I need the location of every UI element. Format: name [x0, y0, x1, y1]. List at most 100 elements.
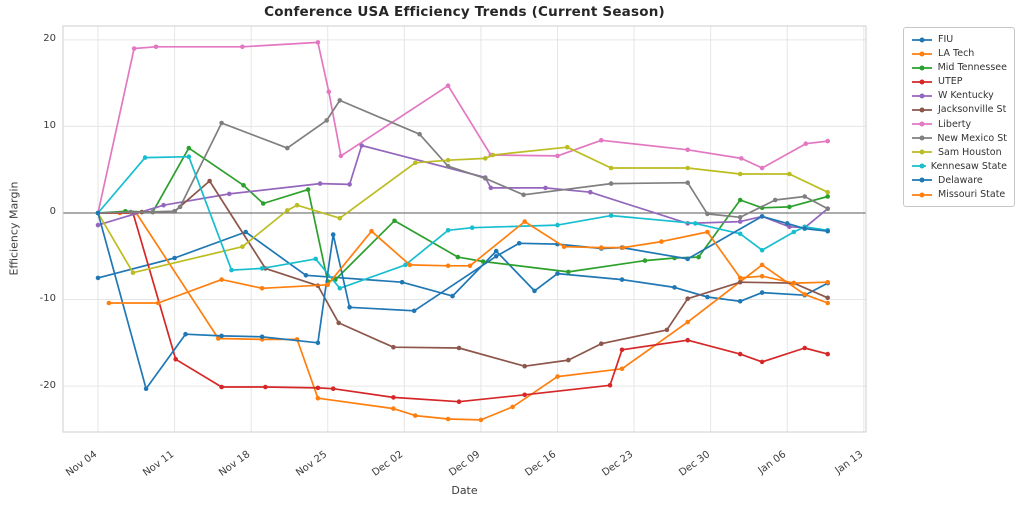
legend-item-delaware: Delaware — [911, 175, 1007, 186]
data-point — [469, 225, 475, 230]
data-point — [259, 334, 265, 340]
legend-label: Jacksonville St — [938, 104, 1007, 116]
data-point — [522, 219, 527, 224]
data-point — [455, 254, 461, 260]
data-point — [619, 277, 625, 282]
data-point — [784, 221, 790, 226]
y-tick-label: 20 — [43, 33, 56, 45]
data-point — [659, 239, 664, 244]
data-point — [642, 258, 648, 263]
legend-marker — [912, 192, 932, 198]
data-point — [315, 340, 321, 346]
data-point — [759, 273, 765, 279]
data-point — [337, 215, 343, 221]
plot-border — [62, 25, 867, 433]
data-point — [285, 208, 290, 213]
data-point — [303, 273, 309, 278]
legend-item-jacksonville-st: Jacksonville St — [911, 104, 1007, 115]
data-point — [522, 392, 527, 398]
data-point — [143, 386, 149, 392]
data-point — [317, 181, 323, 186]
data-point — [478, 417, 484, 423]
data-point — [153, 44, 159, 50]
legend-label: Liberty — [938, 118, 972, 130]
data-point — [737, 351, 743, 357]
legend: FIU LA Tech Mid Tennessee UTEP W Kentucky Jac… — [903, 27, 1015, 208]
data-point — [324, 118, 330, 123]
data-point — [685, 337, 690, 343]
data-point — [240, 244, 245, 249]
data-point — [685, 319, 690, 325]
data-point — [413, 160, 418, 166]
series-line-sam-houston — [97, 146, 829, 274]
legend-label: Sam Houston — [938, 146, 1002, 158]
data-point — [737, 219, 743, 224]
data-point — [403, 262, 408, 268]
data-point — [759, 359, 765, 365]
data-point — [737, 215, 743, 220]
data-point — [305, 187, 311, 192]
data-point — [759, 262, 765, 268]
data-point — [392, 218, 397, 224]
y-tick-label: -10 — [39, 293, 56, 305]
data-point — [161, 202, 166, 208]
legend-item-utep: UTEP — [911, 76, 1007, 87]
legend-marker — [912, 163, 926, 169]
data-point — [315, 395, 321, 401]
data-point — [216, 336, 221, 341]
legend-item-w-kentucky: W Kentucky — [911, 90, 1007, 101]
data-point — [619, 347, 625, 353]
data-point — [825, 206, 830, 211]
data-point — [95, 210, 101, 216]
data-point — [336, 320, 342, 326]
data-point — [787, 171, 792, 177]
data-point — [391, 406, 396, 411]
data-point — [219, 120, 224, 126]
data-point — [565, 144, 570, 150]
data-point — [391, 395, 396, 400]
data-point — [802, 226, 807, 231]
data-point — [285, 145, 290, 151]
data-point — [825, 351, 830, 357]
data-point — [240, 44, 245, 50]
data-point — [693, 221, 698, 226]
data-point — [338, 153, 344, 159]
data-point — [95, 275, 101, 281]
data-point — [825, 279, 830, 285]
data-point — [759, 247, 765, 253]
data-point — [229, 267, 234, 273]
data-point — [759, 165, 765, 171]
series-line-fiu — [97, 231, 829, 303]
data-point — [561, 244, 567, 249]
data-point — [95, 222, 101, 228]
data-point — [130, 270, 136, 276]
data-point — [488, 185, 494, 191]
data-point — [566, 269, 571, 275]
legend-label: Delaware — [938, 174, 983, 186]
data-point — [337, 98, 343, 103]
data-point — [532, 288, 537, 294]
data-point — [407, 262, 413, 268]
series-line-kennesaw-state — [97, 155, 828, 290]
data-point — [172, 255, 177, 261]
data-point — [705, 211, 710, 217]
data-point — [685, 147, 690, 153]
data-point — [802, 292, 807, 297]
data-point — [411, 308, 417, 314]
data-point — [173, 357, 178, 362]
data-point — [294, 202, 300, 208]
data-point — [588, 189, 593, 195]
data-point — [417, 131, 422, 137]
data-point — [737, 279, 743, 285]
data-point — [787, 204, 792, 210]
data-point — [490, 152, 496, 158]
data-point — [672, 285, 677, 290]
data-point — [825, 138, 830, 144]
data-point — [106, 300, 112, 306]
legend-item-sam-houston: Sam Houston — [911, 147, 1007, 158]
series-line-liberty — [97, 41, 828, 214]
data-point — [260, 201, 266, 206]
data-point — [705, 294, 710, 300]
data-point — [685, 256, 690, 262]
data-point — [759, 214, 765, 219]
